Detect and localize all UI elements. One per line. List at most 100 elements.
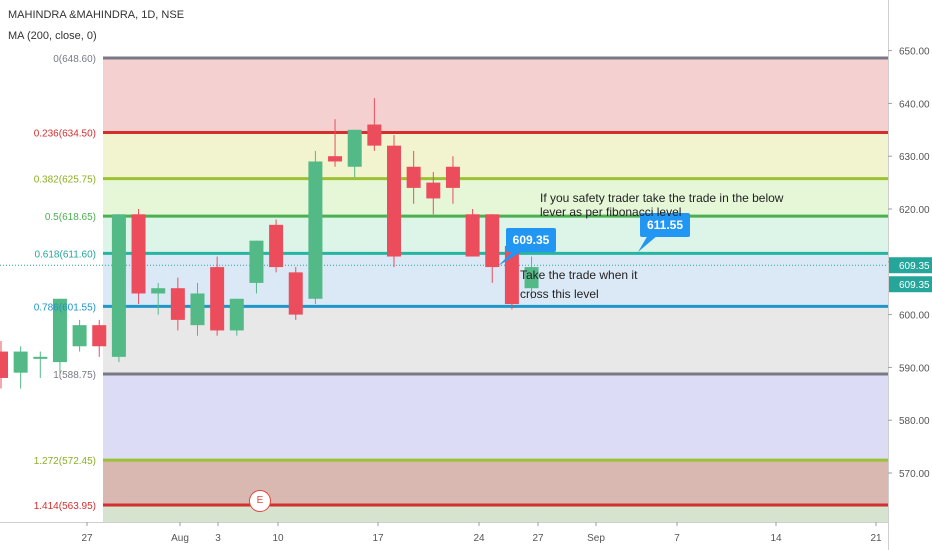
price-tag-background (889, 257, 932, 274)
candle (347, 129, 362, 178)
candle (465, 209, 480, 257)
time-tick-label: 14 (770, 533, 782, 544)
price-tick-label: 630.00 (899, 152, 930, 163)
callout-box (640, 213, 690, 237)
time-tick-label: 10 (272, 533, 284, 544)
candle-body (13, 351, 28, 373)
candle (151, 282, 166, 315)
candle-body (92, 325, 107, 347)
price-tag-text: 609.35 (899, 280, 930, 291)
candle-body (249, 240, 264, 283)
candle-body (524, 267, 539, 289)
candle-body (52, 298, 67, 363)
fib-label-0: 0(648.60) (53, 54, 96, 65)
candle-body (445, 166, 460, 188)
time-tick-label: 3 (215, 533, 221, 544)
price-tick-label: 650.00 (899, 47, 930, 58)
candle-body (131, 214, 146, 294)
price-tick-label: 590.00 (899, 363, 930, 374)
candle-body (465, 214, 480, 257)
price-tick-label: 640.00 (899, 99, 930, 110)
candle-body (485, 214, 500, 268)
annotation-text[interactable]: Take the trade when it (520, 268, 638, 282)
fib-label-0.236: 0.236(634.50) (34, 128, 96, 139)
candle-body (72, 325, 87, 347)
candle (445, 156, 460, 204)
fib-band-0.382 (103, 178, 888, 217)
candle (33, 351, 48, 378)
candle-body (229, 298, 244, 331)
earnings-event-marker[interactable]: E (249, 490, 271, 512)
candle (387, 135, 401, 268)
candle-body (426, 182, 441, 199)
price-axis[interactable]: 570.00580.00590.00600.00610.00620.00630.… (888, 0, 932, 550)
callout-pointer (638, 235, 658, 252)
chart-symbol-title[interactable]: MAHINDRA &MAHINDRA, 1D, NSE (8, 9, 185, 21)
candle (229, 298, 244, 336)
candle (426, 172, 441, 215)
fib-label-0.786: 0.786(601.55) (34, 302, 96, 313)
candle-body (190, 293, 205, 326)
candle (328, 119, 343, 167)
candle (170, 277, 185, 331)
annotation-text[interactable]: If you safety trader take the trade in t… (540, 191, 784, 205)
fibonacci-bands (103, 57, 888, 522)
fib-label-0.382: 0.382(625.75) (34, 175, 96, 186)
price-tick-label: 620.00 (899, 205, 930, 216)
candle (111, 214, 126, 363)
fib-band-1.414 (103, 504, 888, 522)
candle (13, 346, 28, 389)
candle-body (210, 267, 225, 331)
fib-band-1.272 (103, 460, 888, 505)
fib-label-1.272: 1.272(572.45) (34, 456, 96, 467)
candle-body (347, 129, 362, 167)
annotation-text[interactable]: cross this level (520, 287, 599, 301)
candle-body (504, 245, 519, 305)
candle (406, 150, 421, 204)
price-tag-background (889, 276, 932, 293)
time-tick-label: 24 (473, 533, 485, 544)
callout-price: 611.55 (647, 218, 683, 232)
candle-body (328, 156, 343, 162)
candle (0, 341, 8, 389)
candle-body (0, 351, 8, 378)
candle (249, 240, 264, 294)
candle-body (170, 288, 185, 320)
trade-annotations: If you safety trader take the trade in t… (520, 191, 784, 301)
price-tag-text: 609.35 (899, 261, 930, 272)
fib-band-1 (103, 374, 888, 461)
candle-body (151, 288, 166, 294)
fibonacci-labels: 0(648.60) 0.236(634.50) 0.382(625.75) 0.5(6… (34, 54, 96, 512)
candle-body (387, 145, 401, 257)
fib-label-1.414: 1.414(563.95) (34, 501, 96, 512)
ma-indicator-legend[interactable]: MA (200, close, 0) (8, 30, 97, 42)
price-callout[interactable]: 609.35 (498, 228, 556, 266)
time-tick-label: 21 (870, 533, 882, 544)
candle-body (269, 224, 284, 268)
fib-label-0.618: 0.618(611.60) (34, 249, 96, 260)
time-tick-label: Sep (587, 533, 605, 544)
candle (92, 319, 107, 357)
candle (72, 319, 87, 352)
candle-body (33, 356, 48, 359)
price-callout[interactable]: 611.55 (638, 213, 690, 252)
time-axis-background (0, 522, 888, 550)
time-axis[interactable]: 27 Aug 3 10 17 24 27 Sep 7 14 21 (0, 522, 888, 550)
candle-body (111, 214, 126, 357)
price-axis-background (888, 0, 932, 550)
candle-body (288, 272, 303, 315)
candles (0, 98, 539, 389)
fib-band-0.236 (103, 132, 888, 179)
candle (190, 282, 205, 336)
candle (210, 256, 225, 336)
time-tick-label: 27 (81, 533, 93, 544)
candle (269, 219, 284, 273)
candle (308, 150, 323, 305)
candle-body (406, 166, 421, 188)
annotation-text[interactable]: lever as per fibonacci level (540, 205, 681, 219)
price-tick-label: 570.00 (899, 469, 930, 480)
candle-body (308, 161, 323, 299)
time-tick-label: 7 (674, 533, 680, 544)
fib-label-0.5: 0.5(618.65) (45, 212, 96, 223)
